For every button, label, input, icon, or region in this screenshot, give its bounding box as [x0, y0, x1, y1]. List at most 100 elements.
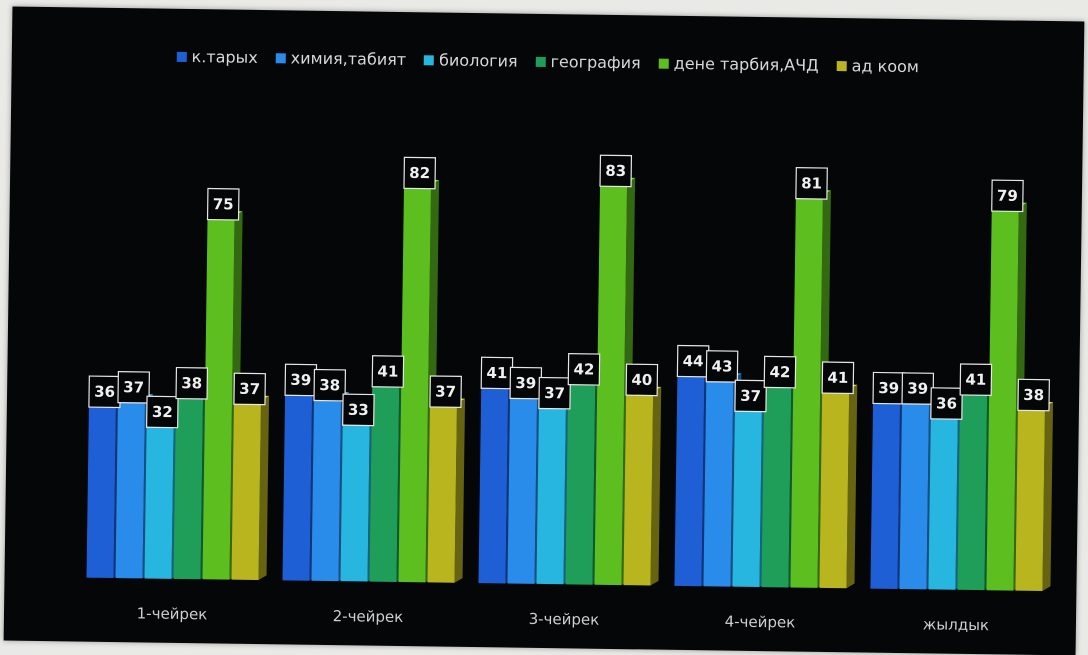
data-label-text: 37: [544, 384, 565, 402]
data-label: 36: [930, 387, 963, 420]
bar-front: [478, 384, 509, 584]
bar-front: [928, 414, 958, 590]
bar-front: [115, 398, 146, 579]
data-label-text: 40: [631, 371, 652, 389]
data-label: 81: [795, 167, 828, 200]
x-tick-label: жылдык: [923, 615, 989, 634]
data-label-box: [175, 366, 209, 400]
data-label-box: [371, 355, 405, 388]
data-label: 82: [403, 156, 437, 190]
bar-side: [846, 384, 858, 589]
bar-front: [173, 394, 204, 580]
bar-side: [258, 395, 270, 581]
data-label: 38: [175, 366, 209, 400]
bar-front: [282, 391, 313, 581]
x-tick-label: 2-чейрек: [333, 607, 404, 626]
bar-side: [1042, 402, 1054, 591]
data-label-box: [313, 368, 347, 402]
data-label-box: [233, 372, 266, 406]
data-label: 37: [233, 372, 266, 406]
bar-side: [650, 386, 662, 586]
bar-front: [311, 396, 342, 582]
data-label: 39: [901, 372, 935, 405]
data-label-text: 36: [94, 383, 115, 401]
data-label-text: 33: [348, 401, 369, 419]
data-label: 38: [313, 368, 347, 402]
data-label: 41: [480, 356, 514, 390]
data-label-box: [117, 371, 150, 404]
data-label-text: 43: [711, 357, 732, 375]
data-label: 39: [509, 366, 543, 400]
data-label-text: 32: [152, 403, 173, 421]
bar-chart: 1-чейрек 2-чейрек 3-чейрек 4-чейрек жылдык 36…: [86, 154, 1054, 634]
data-label: 42: [567, 353, 601, 386]
x-tick-label: 3-чейрек: [529, 610, 600, 629]
data-label-box: [1017, 378, 1050, 412]
data-label-box: [403, 156, 437, 190]
data-label-text: 37: [435, 383, 456, 401]
data-label-box: [795, 167, 828, 200]
data-label-box: [538, 376, 571, 410]
data-label-text: 42: [769, 363, 790, 381]
data-label: 39: [872, 371, 906, 405]
data-label: 32: [146, 395, 179, 429]
bar: [231, 395, 270, 581]
data-label: 41: [371, 355, 405, 388]
data-label-box: [991, 179, 1024, 213]
data-label-text: 42: [573, 360, 594, 378]
data-label-box: [763, 355, 797, 389]
data-label-text: 39: [907, 379, 928, 397]
bar-front: [819, 389, 850, 589]
data-label: 44: [676, 344, 710, 378]
chart-frame: к.тарых химия,табият биология география дене…: [3, 6, 1085, 655]
data-label-box: [146, 395, 179, 429]
bar-front: [703, 377, 734, 587]
data-label: 38: [1017, 378, 1050, 412]
data-label: 37: [117, 371, 150, 404]
data-label-text: 83: [605, 162, 626, 180]
x-tick-label: 1-чейрек: [137, 604, 208, 623]
data-label-box: [625, 363, 659, 397]
data-label-box: [705, 350, 739, 383]
bar-front: [986, 207, 1019, 591]
bar-front: [594, 182, 628, 586]
data-label: 39: [284, 363, 318, 397]
data-label-text: 37: [740, 387, 761, 405]
data-label-text: 79: [997, 187, 1018, 205]
data-label-text: 36: [936, 394, 957, 412]
data-label-text: 75: [213, 195, 234, 213]
data-label-text: 39: [515, 374, 536, 392]
data-label: 37: [429, 375, 462, 409]
data-label-text: 39: [290, 371, 311, 389]
bar-front: [790, 194, 823, 588]
data-labels: 36 37 32 38 75 37 39 38 33 41 82 37 41 39 37 42 83 40 44 43…: [88, 154, 1050, 429]
data-label-box: [567, 353, 601, 386]
bar-front: [957, 390, 988, 591]
data-label: 41: [959, 363, 993, 397]
bar-front: [427, 402, 457, 583]
data-label-text: 41: [965, 371, 986, 389]
data-label-box: [734, 379, 767, 413]
data-label: 33: [342, 393, 375, 427]
data-label: 42: [763, 355, 797, 389]
bar-front: [231, 400, 262, 581]
data-label: 37: [734, 379, 767, 413]
data-label: 40: [625, 363, 659, 397]
data-label-box: [599, 154, 633, 188]
bar-front: [870, 399, 901, 589]
data-label-box: [930, 387, 963, 420]
data-label-box: [429, 375, 462, 409]
data-label-text: 38: [319, 376, 340, 394]
data-label-text: 82: [409, 164, 430, 182]
bar-front: [732, 407, 762, 588]
bar-front: [144, 423, 174, 579]
data-label: 41: [821, 361, 855, 395]
data-label-text: 44: [683, 352, 704, 370]
bar-front: [536, 404, 566, 585]
bar-front: [674, 372, 705, 587]
bar-side: [454, 398, 466, 583]
bar-front: [398, 184, 432, 583]
data-label: 43: [705, 350, 739, 383]
bar-front: [340, 421, 370, 582]
bar-front: [1015, 406, 1045, 591]
